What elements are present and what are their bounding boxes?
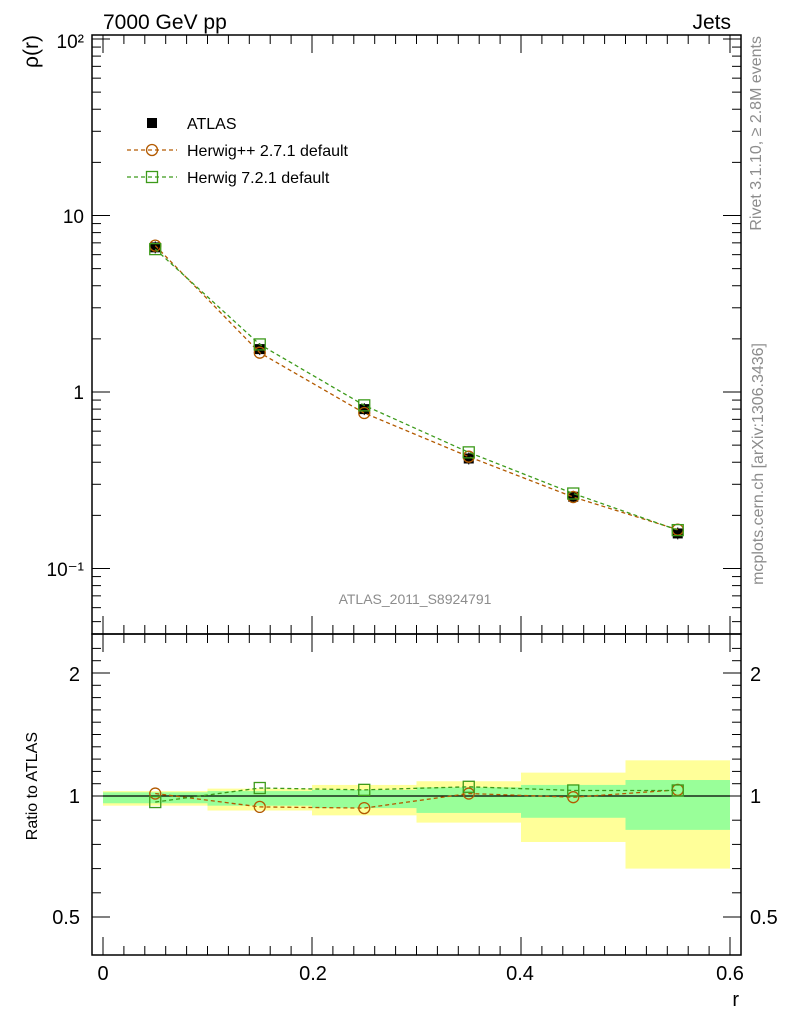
ratio-ytick-label-05-left: 0.5 [52, 907, 80, 929]
ratio-frame [91, 633, 742, 956]
legend-label-herwig7: Herwig 7.2.1 default [187, 170, 330, 187]
ratio-herwig7-point [253, 781, 266, 795]
herwigpp-line [154, 245, 678, 531]
analysis-watermark: ATLAS_2011_S8924791 [339, 591, 492, 607]
herwigpp-point [358, 406, 371, 420]
ratio-herwig7-point [358, 783, 371, 796]
atlas-point [359, 404, 370, 415]
ratio-band-inner [103, 792, 208, 804]
ratio-band-inner [521, 784, 626, 818]
main-plot-area [149, 239, 684, 540]
ratio-ylabel: Ratio to ATLAS [24, 732, 41, 840]
xtick-label-0.6: 0.6 [716, 963, 744, 985]
ratio-band-inner [625, 780, 730, 830]
atlas-point [568, 491, 579, 502]
ratio-herwig7-point [149, 795, 162, 809]
legend-label-atlas: ATLAS [187, 116, 237, 133]
legend-label-herwigpp: Herwig++ 2.7.1 default [187, 143, 349, 160]
ratio-band-inner [416, 787, 521, 813]
legend-marker-herwig7 [145, 170, 159, 184]
ratio-herwigpp-point [462, 787, 475, 800]
atlas-point [254, 344, 265, 355]
main-ytick-label-10: 10 [63, 207, 84, 228]
ratio-herwig7-point [671, 784, 684, 797]
legend-marker-atlas [147, 118, 157, 128]
herwig7-point [462, 446, 475, 459]
ratio-band-inner [312, 789, 417, 809]
ratio-ytick-label-1-right: 1 [750, 786, 761, 808]
legend-marker-herwigpp [145, 143, 159, 157]
xlabel: r [732, 989, 739, 1011]
mcplots-label: mcplots.cern.ch [arXiv:1306.3436] [750, 343, 767, 585]
main-ylabel: ρ(r) [20, 35, 43, 68]
xtick-label-0.2: 0.2 [299, 963, 327, 985]
ratio-herwigpp-point [567, 791, 580, 804]
header-left: 7000 GeV pp [103, 11, 227, 34]
main-axis-ticks [92, 35, 741, 634]
ratio-band-inner [207, 791, 312, 806]
ratio-herwigpp-line [155, 789, 678, 809]
header-right: Jets [692, 11, 731, 34]
herwig7-line [154, 248, 678, 531]
herwig7-point [253, 338, 266, 351]
ratio-ytick-label-05-right: 0.5 [750, 907, 778, 929]
xtick-label-0.4: 0.4 [506, 963, 534, 985]
ratio-ytick-label-2-left: 2 [69, 664, 80, 686]
main-panel: ρ(r) 10² 10 1 10⁻¹ ATLAS_2011_S8924791 A… [20, 32, 742, 635]
ratio-ytick-label-1-left: 1 [69, 786, 80, 808]
herwigpp-point [253, 346, 266, 359]
ratio-herwigpp-point [358, 801, 371, 815]
legend: ATLAS Herwig++ 2.7.1 default Herwig 7.2.… [127, 116, 349, 187]
main-ytick-label-1: 1 [73, 383, 84, 404]
ratio-bands [103, 760, 730, 869]
ratio-axis-ticks [92, 634, 741, 955]
ratio-herwig7-point [567, 784, 580, 797]
ratio-herwig7-line [155, 786, 678, 803]
main-ytick-label-1e-1: 10⁻¹ [47, 560, 85, 581]
rivet-label: Rivet 3.1.10, ≥ 2.8M events [748, 36, 765, 231]
ratio-panel: Ratio to ATLAS 2 1 0.5 2 1 0.5 0 0.2 0.4… [24, 633, 778, 1011]
ratio-plot-area [149, 780, 684, 815]
herwig7-point [671, 523, 684, 537]
ratio-ytick-label-2-right: 2 [750, 664, 761, 686]
herwig7-point [358, 399, 371, 412]
atlas-point [672, 528, 683, 539]
herwig7-point [567, 487, 580, 500]
xtick-label-0: 0 [97, 963, 108, 985]
herwig7-point [149, 242, 162, 256]
ratio-herwigpp-point [253, 800, 266, 814]
ratio-herwig7-point [462, 780, 475, 793]
atlas-point [150, 242, 161, 253]
main-ytick-label-1e2: 10² [57, 32, 84, 53]
ratio-herwigpp-point [149, 787, 162, 800]
